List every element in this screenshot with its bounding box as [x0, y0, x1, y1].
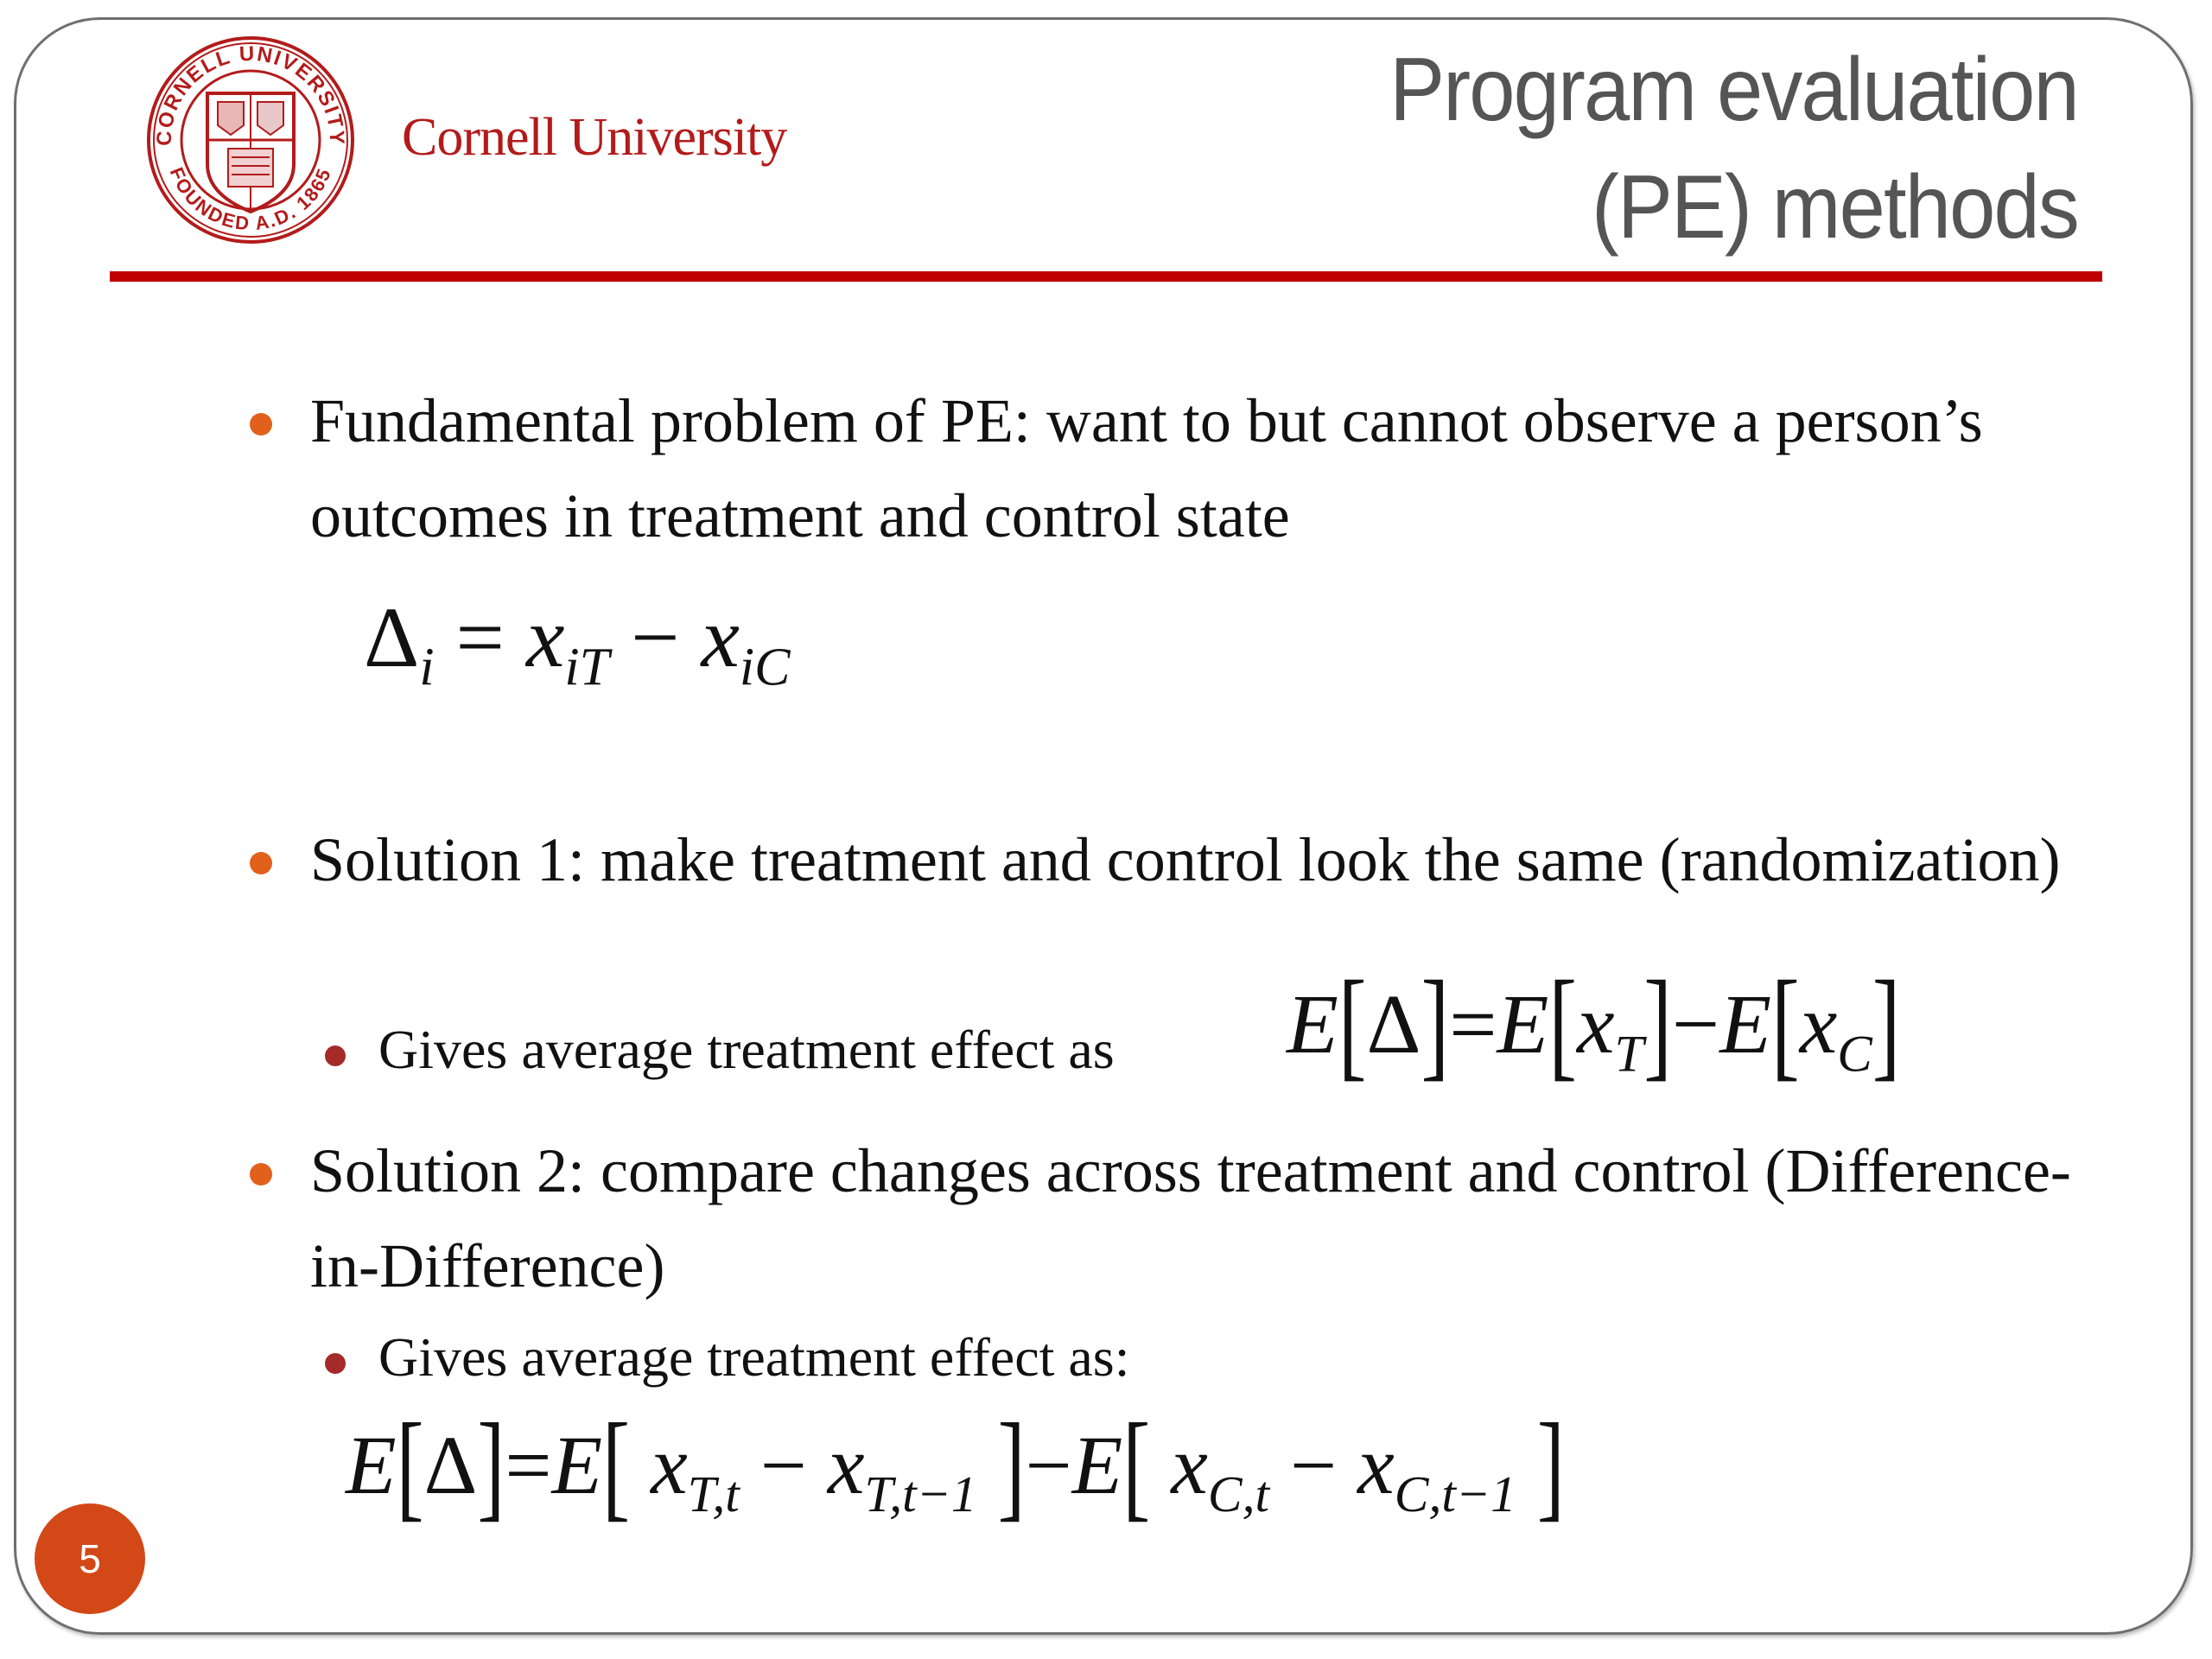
- subscript: T: [1614, 1025, 1644, 1084]
- bracket: [: [396, 1397, 424, 1533]
- page-number-badge: 5: [35, 1503, 145, 1614]
- subscript: C,t: [1207, 1465, 1270, 1522]
- bracket: ]: [997, 1397, 1026, 1533]
- equals: =: [505, 1419, 552, 1511]
- expectation: E: [551, 1419, 603, 1511]
- bracket: ]: [1536, 1397, 1565, 1533]
- header-divider: [110, 271, 2102, 282]
- minus: −: [760, 1419, 807, 1511]
- equals: =: [455, 589, 505, 685]
- bullet-fundamental-problem: Fundamental problem of PE: want to but c…: [250, 373, 2082, 563]
- expectation: E: [1719, 978, 1772, 1071]
- subscript: C,t−1: [1394, 1465, 1516, 1522]
- brand-name: Cornell University: [402, 108, 787, 167]
- var-x: x: [701, 589, 740, 685]
- equals: =: [1449, 978, 1497, 1071]
- bracket: [: [1338, 957, 1367, 1093]
- bracket: [: [1548, 957, 1577, 1093]
- expectation: E: [1071, 1419, 1123, 1511]
- bullet-solution-1: Solution 1: make treatment and control l…: [250, 812, 2082, 907]
- expectation: E: [346, 1419, 397, 1511]
- minus: −: [1290, 1419, 1338, 1511]
- delta-symbol: Δ: [1366, 978, 1421, 1071]
- formula-difference-in-difference: E[Δ]=E[ xT,t − xT,t−1 ]−E[ xC,t − xC,t−1…: [346, 1398, 1565, 1532]
- var-x: x: [1576, 978, 1615, 1071]
- formula-individual-effect: Δi = xiT − xiC: [364, 588, 790, 699]
- delta-symbol: Δ: [364, 589, 420, 685]
- var-x: x: [1799, 978, 1838, 1071]
- subscript: T,t: [687, 1465, 740, 1522]
- sub-bullet-solution-1: Gives average treatment effect as: [325, 1011, 1115, 1089]
- bullet-solution-2: Solution 2: compare changes across treat…: [250, 1123, 2082, 1313]
- cornell-seal-icon: CORNELL UNIVERSITY FOUNDED A.D. 1865: [147, 36, 354, 244]
- minus: −: [1025, 1419, 1072, 1511]
- expectation: E: [1287, 978, 1338, 1071]
- var-x: x: [651, 1419, 688, 1511]
- subscript: iT: [564, 638, 610, 697]
- formula-randomization: E[Δ]=E[xT]−E[xC]: [1287, 957, 1900, 1093]
- slide-frame: [14, 17, 2193, 1635]
- minus: −: [1671, 978, 1720, 1071]
- delta-symbol: Δ: [423, 1419, 478, 1511]
- subscript: i: [419, 638, 435, 697]
- sub-bullet-solution-2: Gives average treatment effect as:: [324, 1319, 1129, 1396]
- bracket: [: [1122, 1397, 1151, 1533]
- title-line-2: (PE) methods: [1592, 157, 2080, 257]
- expectation: E: [1497, 978, 1549, 1071]
- subscript: C: [1837, 1025, 1872, 1084]
- minus: −: [631, 589, 680, 685]
- var-x: x: [1357, 1419, 1395, 1511]
- var-x: x: [827, 1419, 865, 1511]
- subscript: T,t−1: [864, 1465, 977, 1522]
- bracket: ]: [1421, 957, 1450, 1093]
- var-x: x: [1171, 1419, 1208, 1511]
- bracket: [: [1771, 957, 1800, 1093]
- slide-title: Program evaluation (PE) methods: [1389, 31, 2080, 266]
- title-line-1: Program evaluation: [1389, 40, 2079, 140]
- subscript: iC: [739, 638, 791, 697]
- var-x: x: [525, 589, 565, 685]
- bracket: ]: [477, 1397, 505, 1533]
- bracket: [: [602, 1397, 631, 1533]
- bracket: ]: [1643, 957, 1672, 1093]
- bracket: ]: [1872, 957, 1901, 1093]
